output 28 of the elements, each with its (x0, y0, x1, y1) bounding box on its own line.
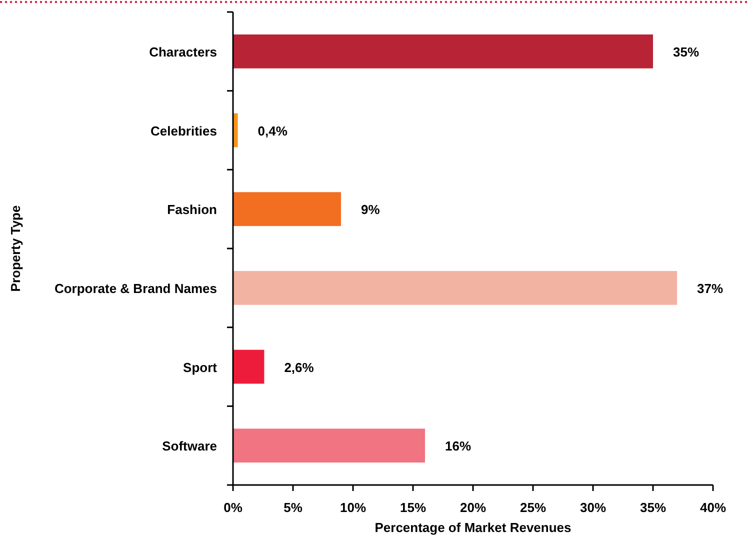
x-tick-label: 20% (460, 500, 486, 515)
data-label: 2,6% (284, 360, 314, 375)
y-tick-label: Characters (149, 44, 217, 60)
y-tick-label: Celebrities (150, 123, 217, 138)
x-tick-label: 25% (520, 500, 546, 515)
data-label: 16% (445, 438, 472, 454)
bar (233, 34, 653, 68)
x-tick-label: 40% (700, 500, 726, 515)
data-label: 37% (697, 280, 724, 296)
bar (233, 270, 677, 305)
bar (233, 428, 425, 463)
x-tick-label: 10% (340, 500, 366, 515)
data-label: 0,4% (258, 123, 288, 138)
y-tick-label: Corporate & Brand Names (54, 280, 217, 296)
x-tick-label: 0% (224, 500, 243, 515)
y-axis-title: Property Type (8, 205, 23, 292)
data-label: 35% (673, 44, 700, 60)
x-tick-label: 35% (640, 500, 666, 515)
x-tick-label: 15% (400, 500, 426, 515)
y-tick-label: Software (162, 438, 217, 454)
y-tick-label: Fashion (167, 202, 218, 218)
x-tick-label: 5% (284, 500, 303, 515)
x-axis-title: Percentage of Market Revenues (374, 520, 572, 535)
bar (233, 192, 341, 226)
y-tick-label: Sport (183, 360, 218, 375)
bar (233, 350, 264, 384)
data-label: 9% (361, 202, 380, 218)
x-tick-label: 30% (580, 500, 606, 515)
